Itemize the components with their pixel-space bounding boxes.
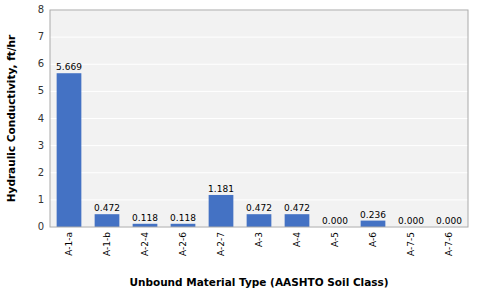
x-tick-label: A-7-6 xyxy=(444,232,454,256)
data-label: 0.118 xyxy=(170,213,196,223)
x-tick-label: A-2-7 xyxy=(216,232,226,256)
data-label: 0.236 xyxy=(360,210,386,220)
grid-line xyxy=(50,118,468,119)
data-label: 0.472 xyxy=(246,203,272,213)
data-label: 0.000 xyxy=(322,216,348,226)
grid-line xyxy=(50,199,468,200)
data-label: 0.472 xyxy=(284,203,310,213)
data-label: 0.472 xyxy=(94,203,120,213)
x-tick-label: A-5 xyxy=(330,232,340,247)
bar xyxy=(247,214,272,227)
y-tick-label: 0 xyxy=(38,221,44,232)
data-label: 5.669 xyxy=(56,62,82,72)
chart-svg: 0 1 2 3 4 5 6 7 8 5.669 0.472 0.118 0.118 1.181 0.472 0… xyxy=(0,0,478,291)
y-tick-label: 4 xyxy=(38,113,44,124)
chart-container: 0 1 2 3 4 5 6 7 8 5.669 0.472 0.118 0.118 1.181 0.472 0… xyxy=(0,0,478,291)
grid-line xyxy=(50,145,468,146)
plot-frame xyxy=(50,10,468,227)
x-tick-label: A-1-a xyxy=(64,232,74,256)
data-label: 0.000 xyxy=(436,216,462,226)
y-tick-label: 3 xyxy=(38,140,44,151)
y-tick-label: 8 xyxy=(38,4,44,15)
bar xyxy=(57,73,82,227)
y-tick-label: 6 xyxy=(38,58,44,69)
y-tick-label: 5 xyxy=(38,85,44,96)
x-tick-label: A-4 xyxy=(292,232,302,247)
data-label: 0.118 xyxy=(132,213,158,223)
bar xyxy=(285,214,310,227)
data-label: 0.000 xyxy=(398,216,424,226)
x-tick-label: A-6 xyxy=(368,232,378,247)
x-tick-label: A-2-4 xyxy=(140,232,150,256)
grid-line xyxy=(50,91,468,92)
y-tick-label: 1 xyxy=(38,194,44,205)
bars xyxy=(57,73,386,227)
y-tick-label: 7 xyxy=(38,31,44,42)
x-axis-label: Unbound Material Type (AASHTO Soil Class… xyxy=(129,276,388,288)
y-axis-label: Hydraulic Conductivity, ft/hr xyxy=(5,34,17,202)
bar xyxy=(361,221,386,227)
x-tick-label: A-7-5 xyxy=(406,232,416,256)
x-tick-label: A-1-b xyxy=(102,232,112,256)
bar xyxy=(209,195,234,227)
grid-line xyxy=(50,172,468,173)
grid-line xyxy=(50,64,468,65)
x-tick-label: A-3 xyxy=(254,232,264,247)
x-tick-label: A-2-6 xyxy=(178,232,188,256)
bar xyxy=(95,214,120,227)
plot-background xyxy=(50,10,468,227)
data-label: 1.181 xyxy=(208,184,234,194)
grid-line xyxy=(50,37,468,38)
y-tick-label: 2 xyxy=(38,167,44,178)
